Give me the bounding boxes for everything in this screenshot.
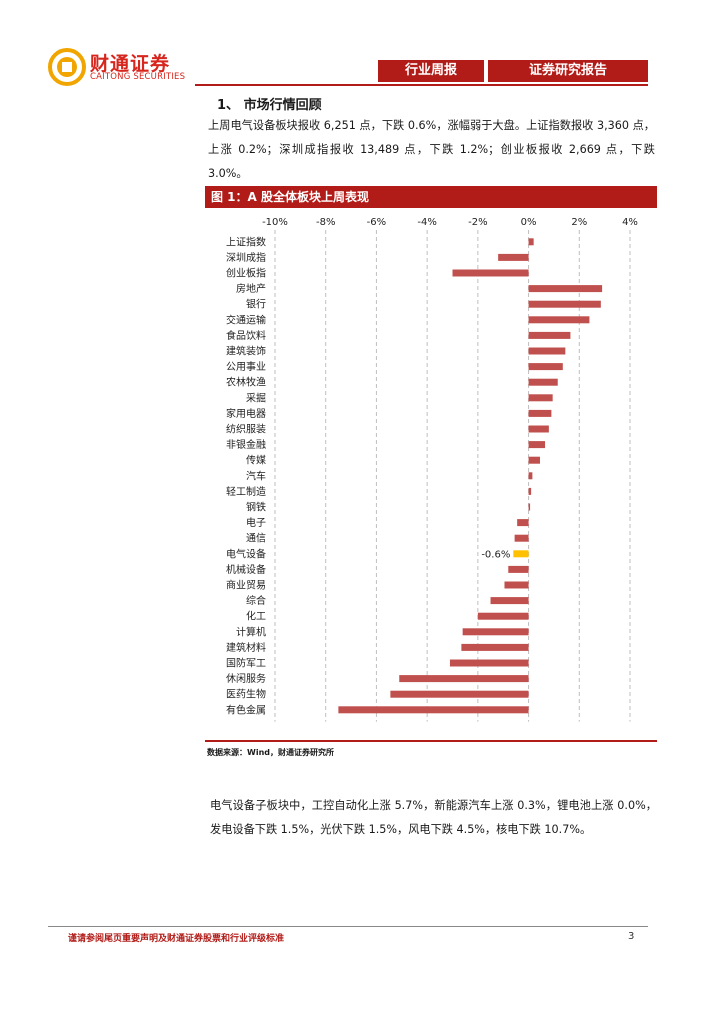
bar — [528, 316, 590, 324]
data-label: -0.6% — [481, 549, 510, 560]
bar — [477, 612, 529, 620]
bar — [513, 550, 529, 558]
x-tick-label: -2% — [468, 217, 487, 228]
bar — [528, 472, 533, 480]
category-label: 采掘 — [246, 391, 266, 404]
category-label: 商业贸易 — [226, 579, 266, 592]
bar — [338, 706, 529, 714]
bar — [528, 378, 558, 386]
figure-title: 图 1：A 股全体板块上周表现 — [205, 186, 657, 208]
category-label: 建筑材料 — [226, 641, 266, 654]
coin-logo-icon — [48, 48, 86, 86]
category-label: 医药生物 — [226, 688, 266, 701]
category-label: 化工 — [246, 610, 266, 623]
category-label: 上证指数 — [226, 235, 266, 248]
category-label: 非银金融 — [226, 438, 266, 451]
market-review-paragraph: 上周电气设备板块报收 6,251 点，下跌 0.6%，涨幅弱于大盘。上证指数报收… — [208, 119, 655, 180]
bar — [504, 581, 529, 589]
bar — [528, 238, 534, 246]
header-divider — [195, 84, 648, 86]
bar — [514, 534, 529, 542]
category-label: 计算机 — [236, 625, 266, 638]
category-label: 国防军工 — [226, 657, 266, 670]
category-label: 银行 — [246, 298, 266, 311]
category-label: 有色金属 — [226, 703, 266, 716]
bar — [528, 285, 603, 293]
bar — [528, 363, 563, 371]
category-label: 综合 — [246, 594, 266, 607]
footer-divider — [48, 926, 648, 927]
bar — [399, 675, 529, 683]
bar — [528, 331, 571, 339]
x-tick-label: -6% — [367, 217, 386, 228]
category-label: 房地产 — [236, 282, 266, 295]
category-label: 机械设备 — [226, 563, 266, 576]
bar — [528, 441, 546, 449]
section-title: 1、 市场行情回顾 — [217, 98, 322, 113]
bar — [462, 628, 529, 636]
category-label: 汽车 — [246, 469, 266, 482]
bar — [517, 519, 529, 527]
category-label: 公用事业 — [226, 360, 266, 373]
sector-performance-chart: -10% -8% -6% -4% -2% 0% 2% 4% 上证指数深圳成指创业板指房地产银行交… — [205, 208, 657, 738]
category-label: 电子 — [246, 516, 266, 529]
data-source: 数据来源：Wind，财通证券研究所 — [207, 748, 334, 757]
x-tick-label: -4% — [417, 217, 436, 228]
bar — [528, 487, 532, 495]
category-label: 纺织服装 — [226, 423, 266, 436]
subsector-paragraph: 电气设备子板块中，工控自动化上涨 5.7%，新能源汽车上涨 0.3%，锂电池上涨… — [210, 799, 657, 836]
brand-name-cn: 财通证券 — [90, 53, 171, 75]
bar — [528, 503, 531, 511]
bar — [452, 269, 529, 277]
x-tick-label: -8% — [316, 217, 335, 228]
bar — [461, 643, 529, 651]
bar — [528, 394, 553, 402]
bar — [528, 347, 566, 355]
x-tick-label: 4% — [622, 217, 638, 228]
brand-name-en: CAITONG SECURITIES — [90, 72, 186, 82]
bar — [528, 409, 552, 417]
bar — [508, 565, 529, 573]
figure-bottom-divider — [205, 740, 657, 742]
company-logo: 财通证券 CAITONG SECURITIES — [48, 48, 188, 88]
category-label: 轻工制造 — [226, 485, 266, 498]
bar — [498, 253, 529, 261]
tag-industry-weekly: 行业周报 — [378, 60, 484, 82]
category-label: 食品饮料 — [226, 329, 266, 342]
footer-disclaimer: 谨请参阅尾页重要声明及财通证券股票和行业评级标准 — [68, 934, 285, 944]
bar — [490, 597, 529, 605]
bar-chart-svg: -10% -8% -6% -4% -2% 0% 2% 4% 上证指数深圳成指创业板指房地产银行交… — [226, 217, 638, 722]
category-label: 创业板指 — [226, 267, 266, 280]
bar — [449, 659, 529, 667]
x-tick-label: -10% — [262, 217, 288, 228]
x-tick-label: 0% — [521, 217, 537, 228]
bar — [528, 300, 601, 308]
page-number: 3 — [628, 931, 635, 942]
bar — [528, 456, 540, 464]
tag-research-report: 证券研究报告 — [488, 60, 648, 82]
category-label: 交通运输 — [226, 313, 266, 326]
x-tick-label: 2% — [571, 217, 587, 228]
category-label: 休闲服务 — [226, 672, 266, 685]
bar — [528, 425, 549, 433]
category-label: 深圳成指 — [226, 251, 266, 264]
bar — [390, 690, 529, 698]
category-label: 家用电器 — [226, 407, 266, 420]
category-label: 电气设备 — [226, 547, 266, 560]
category-label: 钢铁 — [246, 501, 266, 514]
category-label: 传媒 — [246, 455, 266, 467]
category-label: 建筑装饰 — [226, 345, 266, 358]
category-label: 通信 — [246, 533, 266, 545]
category-label: 农林牧渔 — [226, 376, 266, 389]
